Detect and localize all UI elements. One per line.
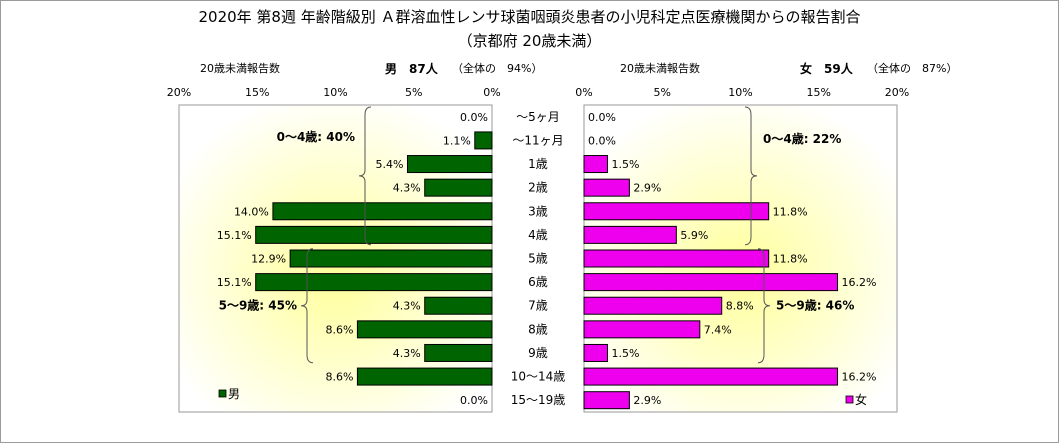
female-data-label: 16.2% <box>842 371 877 384</box>
male-ratio: （全体の 94%） <box>452 62 543 75</box>
male-data-label: 0.0% <box>460 394 488 407</box>
female-data-label: 2.9% <box>633 394 661 407</box>
female-data-label: 1.5% <box>611 347 639 360</box>
category-label: 8歳 <box>528 322 548 336</box>
male-data-label: 4.3% <box>393 300 421 313</box>
female-bar <box>583 155 608 174</box>
female-bar <box>583 320 701 339</box>
category-label: 6歳 <box>528 275 548 289</box>
female-tick-label: 0% <box>575 86 592 99</box>
category-label: ～5ヶ月 <box>516 110 560 124</box>
female-data-label: 11.8% <box>773 253 808 266</box>
group-brace <box>744 106 758 246</box>
female-bar <box>583 202 770 221</box>
female-data-label: 1.5% <box>611 158 639 171</box>
group-annotation: 5～9歳: 45% <box>219 298 297 313</box>
group-brace <box>358 106 372 246</box>
female-legend-label: 女 <box>855 392 867 407</box>
male-tick-label: 10% <box>323 86 347 99</box>
female-data-label: 16.2% <box>842 276 877 289</box>
male-data-label: 12.9% <box>251 253 286 266</box>
chart-title: 2020年 第8週 年齢階級別 Ａ群溶血性レンサ球菌咽頭炎患者の小児科定点医療機… <box>198 8 861 26</box>
group-annotation: 5～9歳: 46% <box>776 298 854 313</box>
female-data-label: 11.8% <box>773 205 808 218</box>
group-brace <box>300 248 314 364</box>
female-data-label: 0.0% <box>588 111 616 124</box>
male-bar <box>255 225 493 244</box>
male-bar <box>289 249 493 268</box>
male-data-label: 1.1% <box>443 134 471 147</box>
category-label: 1歳 <box>528 157 548 171</box>
female-data-label: 5.9% <box>680 229 708 242</box>
category-label: 5歳 <box>528 252 548 266</box>
male-data-label: 14.0% <box>234 205 269 218</box>
male-count: 男 87人 <box>385 62 438 76</box>
female-tick-label: 15% <box>807 86 831 99</box>
female-bar <box>583 296 723 315</box>
male-bar <box>424 178 493 197</box>
male-data-label: 4.3% <box>393 182 421 195</box>
male-legend-swatch <box>218 389 227 398</box>
male-tick-label: 20% <box>167 86 191 99</box>
male-bar <box>406 155 493 174</box>
female-bar <box>583 178 630 197</box>
female-bar <box>583 367 839 386</box>
female-count-label: 20歳未満報告数 <box>620 62 700 75</box>
male-bar <box>356 320 493 339</box>
category-label: ～11ヶ月 <box>512 133 563 147</box>
male-data-label: 0.0% <box>460 111 488 124</box>
category-label: 15～19歳 <box>511 393 566 407</box>
category-label: 3歳 <box>528 204 548 218</box>
male-bar <box>272 202 493 221</box>
female-tick-label: 10% <box>728 86 752 99</box>
male-data-label: 8.6% <box>325 323 353 336</box>
male-data-label: 15.1% <box>217 276 252 289</box>
group-annotation: 0～4歳: 22% <box>763 131 841 146</box>
category-label: 7歳 <box>528 299 548 313</box>
male-bar <box>424 296 493 315</box>
female-tick-label: 20% <box>885 86 909 99</box>
female-bar <box>583 343 608 362</box>
male-bar <box>255 273 493 292</box>
category-label: 2歳 <box>528 181 548 195</box>
female-tick-label: 5% <box>654 86 671 99</box>
male-data-label: 5.4% <box>376 158 404 171</box>
group-annotation: 0～4歳: 40% <box>277 129 355 144</box>
female-bar <box>583 391 630 410</box>
male-data-label: 8.6% <box>325 371 353 384</box>
male-count-label: 20歳未満報告数 <box>200 62 280 75</box>
category-label: 4歳 <box>528 228 548 242</box>
female-data-label: 8.8% <box>726 300 754 313</box>
female-data-label: 2.9% <box>633 182 661 195</box>
male-bar <box>356 367 493 386</box>
chart-subtitle: （京都府 20歳未満） <box>457 32 602 50</box>
male-tick-label: 5% <box>405 86 422 99</box>
female-bar <box>583 273 839 292</box>
category-label: 9歳 <box>528 346 548 360</box>
female-data-label: 0.0% <box>588 134 616 147</box>
group-brace <box>757 248 771 364</box>
male-tick-label: 0% <box>483 86 500 99</box>
female-bar <box>583 249 770 268</box>
female-bar <box>583 225 677 244</box>
female-ratio: （全体の 87%） <box>867 62 958 75</box>
male-data-label: 4.3% <box>393 347 421 360</box>
male-bar <box>474 131 493 150</box>
female-legend-swatch <box>845 395 854 404</box>
male-data-label: 15.1% <box>217 229 252 242</box>
female-data-label: 7.4% <box>704 323 732 336</box>
male-bar <box>424 343 493 362</box>
male-legend-label: 男 <box>228 387 240 401</box>
female-count: 女 59人 <box>800 62 853 76</box>
category-label: 10～14歳 <box>511 370 566 384</box>
male-tick-label: 15% <box>245 86 269 99</box>
